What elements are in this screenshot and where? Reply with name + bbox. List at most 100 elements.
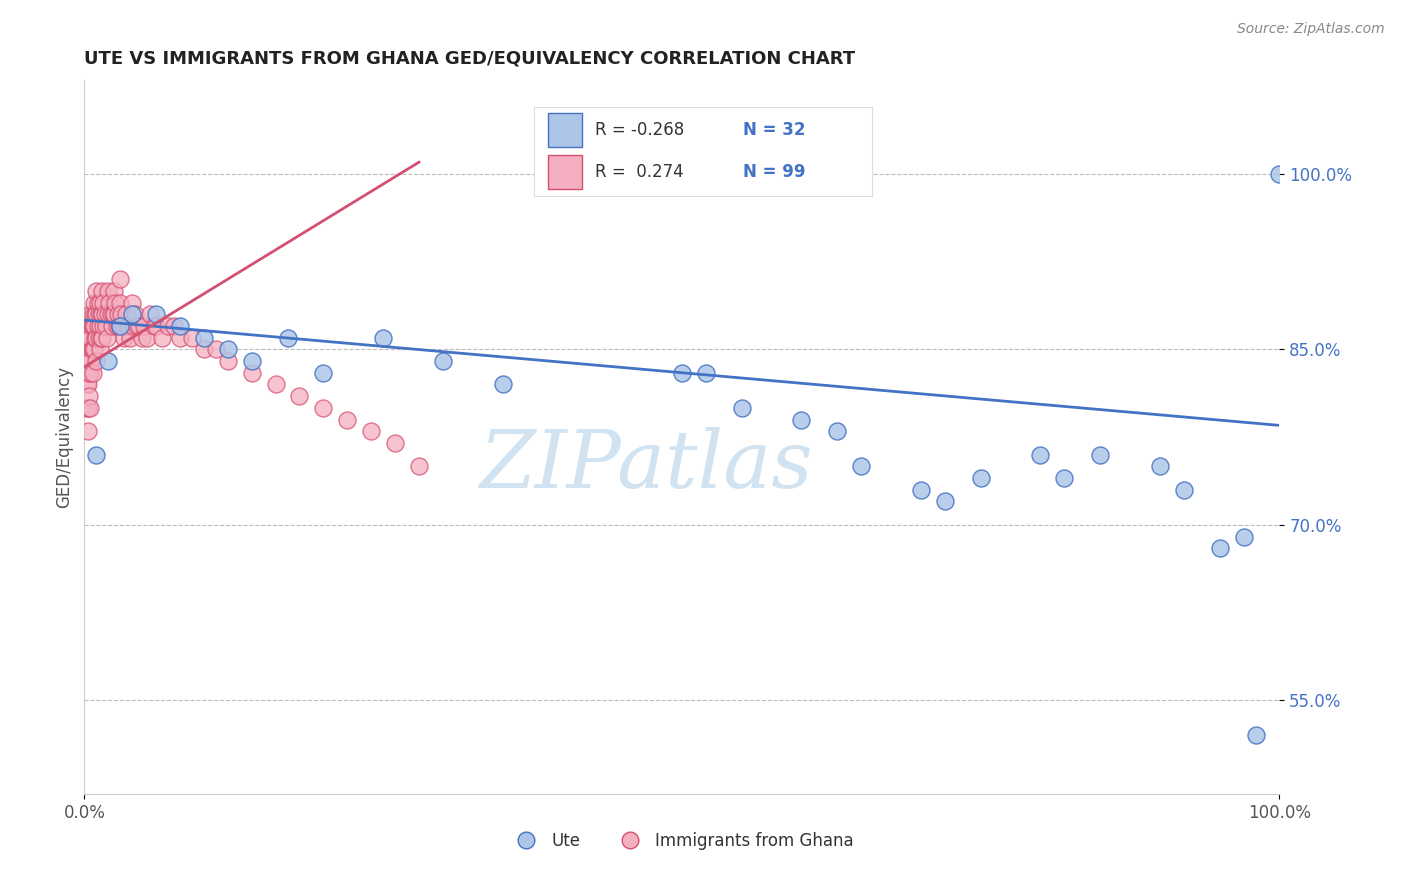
Point [1209,541,1232,556]
Point [1090,448,1112,462]
Text: R =  0.274: R = 0.274 [595,163,683,181]
Point [1149,459,1171,474]
Point [110,295,132,310]
Text: Source: ZipAtlas.com: Source: ZipAtlas.com [1237,22,1385,37]
Point [110,318,132,333]
Point [384,436,406,450]
Point [157,318,180,333]
Point [86,354,108,368]
Point [135,331,157,345]
Point [169,318,191,333]
Point [107,307,129,321]
Point [79,354,101,368]
Y-axis label: GED/Equivalency: GED/Equivalency [55,366,73,508]
Point [970,471,993,485]
Point [79,318,101,333]
Point [671,366,693,380]
Point [240,366,263,380]
Point [86,295,108,310]
Point [193,331,215,345]
Point [76,354,98,368]
Point [145,318,167,333]
Point [1173,483,1195,497]
Point [79,307,101,321]
Point [111,318,134,333]
Text: UTE VS IMMIGRANTS FROM GHANA GED/EQUIVALENCY CORRELATION CHART: UTE VS IMMIGRANTS FROM GHANA GED/EQUIVAL… [84,50,855,68]
Point [82,343,104,357]
Point [90,307,112,321]
Point [79,401,101,415]
Point [77,389,100,403]
Point [83,343,105,357]
Point [80,318,103,333]
Point [264,377,287,392]
Point [240,354,263,368]
Point [83,318,105,333]
Text: ZIPatlas: ZIPatlas [479,427,813,504]
Point [104,295,127,310]
Point [193,343,215,357]
Point [86,318,108,333]
Point [93,307,115,321]
Text: N = 99: N = 99 [744,163,806,181]
Point [91,284,114,298]
Point [217,354,239,368]
Point [82,318,104,333]
Point [77,366,100,380]
Point [121,295,143,310]
Point [121,307,143,321]
Point [432,354,454,368]
Point [103,284,125,298]
Point [139,307,162,321]
Point [132,318,156,333]
Point [91,331,114,345]
Point [100,307,122,321]
Point [90,331,112,345]
Point [93,318,115,333]
Point [94,318,117,333]
Point [105,318,128,333]
Point [181,331,204,345]
Point [145,307,167,321]
Point [77,424,100,438]
Point [695,366,717,380]
Point [277,331,299,345]
Point [101,318,124,333]
Point [150,331,173,345]
Point [77,354,100,368]
Point [1244,728,1267,742]
Point [1268,167,1291,181]
Point [110,307,132,321]
Point [89,318,111,333]
Point [408,459,430,474]
Point [118,331,141,345]
Point [1029,448,1052,462]
Point [125,318,148,333]
Point [93,295,115,310]
Point [97,354,120,368]
Point [934,494,956,508]
Point [131,331,153,345]
Point [79,331,101,345]
Point [163,318,186,333]
Point [91,307,114,321]
Point [124,307,146,321]
Point [86,284,108,298]
Point [731,401,754,415]
Point [122,318,145,333]
Point [84,331,107,345]
Point [76,377,98,392]
Point [82,307,104,321]
Point [77,343,100,357]
Point [76,401,98,415]
Point [1233,529,1256,543]
Point [117,318,139,333]
Point [79,366,101,380]
Point [87,331,110,345]
Point [910,483,932,497]
Point [86,331,108,345]
Point [117,318,139,333]
Point [87,307,110,321]
Point [110,272,132,286]
Point [86,448,108,462]
